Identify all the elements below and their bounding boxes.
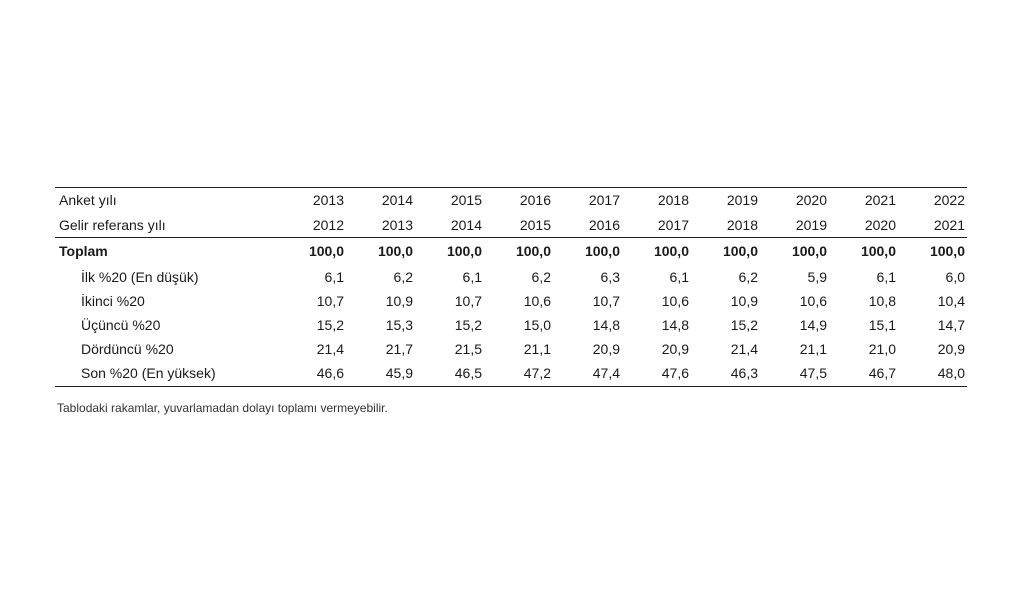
table-cell: 100,0 (929, 243, 965, 259)
table-cell: 10,6 (661, 293, 689, 309)
table-row-fourth-quintile: Dördüncü %20 21,4 21,7 21,5 21,1 20,9 20… (55, 337, 967, 361)
table-cell: 100,0 (653, 243, 689, 259)
income-reference-year-cell: 2015 (484, 213, 553, 238)
income-reference-year-cell: 2016 (553, 213, 622, 238)
table-cell: 6,2 (738, 269, 758, 285)
table-row-second-quintile: İkinci %20 10,7 10,9 10,7 10,6 10,7 10,6… (55, 289, 967, 313)
table-cell: 6,2 (531, 269, 551, 285)
table-cell: 21,4 (730, 341, 758, 357)
table-cell: 47,6 (622, 361, 691, 387)
survey-year-cell: 2014 (346, 187, 415, 213)
table-row-fifth-quintile: Son %20 (En yüksek) 46,6 45,9 46,5 47,2 … (55, 361, 967, 387)
table-cell: 14,9 (799, 317, 827, 333)
survey-year-cell: 2021 (829, 187, 898, 213)
table-row-total: Toplam 100,0 100,0 100,0 100,0 100,0 100… (55, 238, 967, 266)
table-cell: 15,2 (316, 317, 344, 333)
table-cell: 15,2 (454, 317, 482, 333)
table-cell: 6,1 (462, 269, 482, 285)
table-cell: 6,3 (600, 269, 620, 285)
table-cell: 10,7 (454, 293, 482, 309)
table-cell: 100,0 (791, 243, 827, 259)
table-cell: 46,3 (691, 361, 760, 387)
table-cell: 100,0 (446, 243, 482, 259)
survey-year-cell: 2019 (691, 187, 760, 213)
survey-year-cell: 2013 (277, 187, 346, 213)
table-cell: 48,0 (898, 361, 967, 387)
table-cell: 10,7 (316, 293, 344, 309)
table-row-first-quintile: İlk %20 (En düşük) 6,1 6,2 6,1 6,2 6,3 6… (55, 265, 967, 289)
income-distribution-table-wrapper: Anket yılı 2013 2014 2015 2016 2017 2018… (55, 187, 967, 387)
table-cell: 20,9 (661, 341, 689, 357)
row-label: İlk %20 (En düşük) (81, 269, 199, 285)
table-cell: 10,9 (385, 293, 413, 309)
table-row-third-quintile: Üçüncü %20 15,2 15,3 15,2 15,0 14,8 14,8… (55, 313, 967, 337)
table-cell: 10,8 (868, 293, 896, 309)
table-cell: 14,8 (661, 317, 689, 333)
table-cell: 100,0 (377, 243, 413, 259)
table-cell: 100,0 (515, 243, 551, 259)
table-cell: 10,6 (523, 293, 551, 309)
income-reference-year-row: Gelir referans yılı 2012 2013 2014 2015 … (55, 213, 967, 238)
table-cell: 46,5 (415, 361, 484, 387)
row-label: Son %20 (En yüksek) (55, 361, 277, 387)
table-cell: 46,7 (829, 361, 898, 387)
survey-year-cell: 2022 (898, 187, 967, 213)
income-reference-year-cell: 2018 (691, 213, 760, 238)
table-cell: 100,0 (860, 243, 896, 259)
survey-year-cell: 2020 (760, 187, 829, 213)
income-reference-year-cell: 2021 (898, 213, 967, 238)
table-cell: 15,0 (523, 317, 551, 333)
income-reference-year-cell: 2013 (346, 213, 415, 238)
income-reference-year-cell: 2019 (760, 213, 829, 238)
row-label: İkinci %20 (81, 293, 145, 309)
survey-year-label: Anket yılı (55, 187, 277, 213)
table-cell: 21,1 (523, 341, 551, 357)
table-cell: 100,0 (722, 243, 758, 259)
table-cell: 45,9 (346, 361, 415, 387)
income-reference-year-cell: 2014 (415, 213, 484, 238)
table-cell: 46,6 (277, 361, 346, 387)
table-cell: 10,9 (730, 293, 758, 309)
table-cell: 47,5 (760, 361, 829, 387)
table-cell: 21,5 (454, 341, 482, 357)
survey-year-cell: 2016 (484, 187, 553, 213)
table-cell: 47,2 (484, 361, 553, 387)
table-cell: 15,2 (730, 317, 758, 333)
table-cell: 21,0 (868, 341, 896, 357)
survey-year-cell: 2017 (553, 187, 622, 213)
table-cell: 6,0 (945, 269, 965, 285)
income-reference-year-label: Gelir referans yılı (55, 213, 277, 238)
table-cell: 10,4 (937, 293, 965, 309)
table-cell: 21,4 (316, 341, 344, 357)
table-cell: 14,8 (592, 317, 620, 333)
income-distribution-table: Anket yılı 2013 2014 2015 2016 2017 2018… (55, 187, 967, 387)
table-cell: 100,0 (584, 243, 620, 259)
table-cell: 21,1 (799, 341, 827, 357)
row-label: Dördüncü %20 (81, 341, 174, 357)
table-cell: 6,2 (393, 269, 413, 285)
table-cell: 47,4 (553, 361, 622, 387)
table-cell: 5,9 (807, 269, 827, 285)
row-label: Toplam (59, 243, 108, 259)
table-cell: 15,3 (385, 317, 413, 333)
income-reference-year-cell: 2017 (622, 213, 691, 238)
table-cell: 20,9 (592, 341, 620, 357)
row-label: Üçüncü %20 (81, 317, 161, 333)
survey-year-cell: 2018 (622, 187, 691, 213)
income-reference-year-cell: 2012 (277, 213, 346, 238)
table-cell: 10,6 (799, 293, 827, 309)
survey-year-cell: 2015 (415, 187, 484, 213)
table-cell: 10,7 (592, 293, 620, 309)
table-cell: 14,7 (937, 317, 965, 333)
table-cell: 6,1 (324, 269, 344, 285)
income-reference-year-cell: 2020 (829, 213, 898, 238)
table-cell: 15,1 (868, 317, 896, 333)
survey-year-row: Anket yılı 2013 2014 2015 2016 2017 2018… (55, 187, 967, 213)
table-cell: 6,1 (876, 269, 896, 285)
table-footnote: Tablodaki rakamlar, yuvarlamadan dolayı … (57, 401, 388, 415)
table-cell: 20,9 (937, 341, 965, 357)
table-cell: 100,0 (308, 243, 344, 259)
table-cell: 6,1 (669, 269, 689, 285)
table-cell: 21,7 (385, 341, 413, 357)
